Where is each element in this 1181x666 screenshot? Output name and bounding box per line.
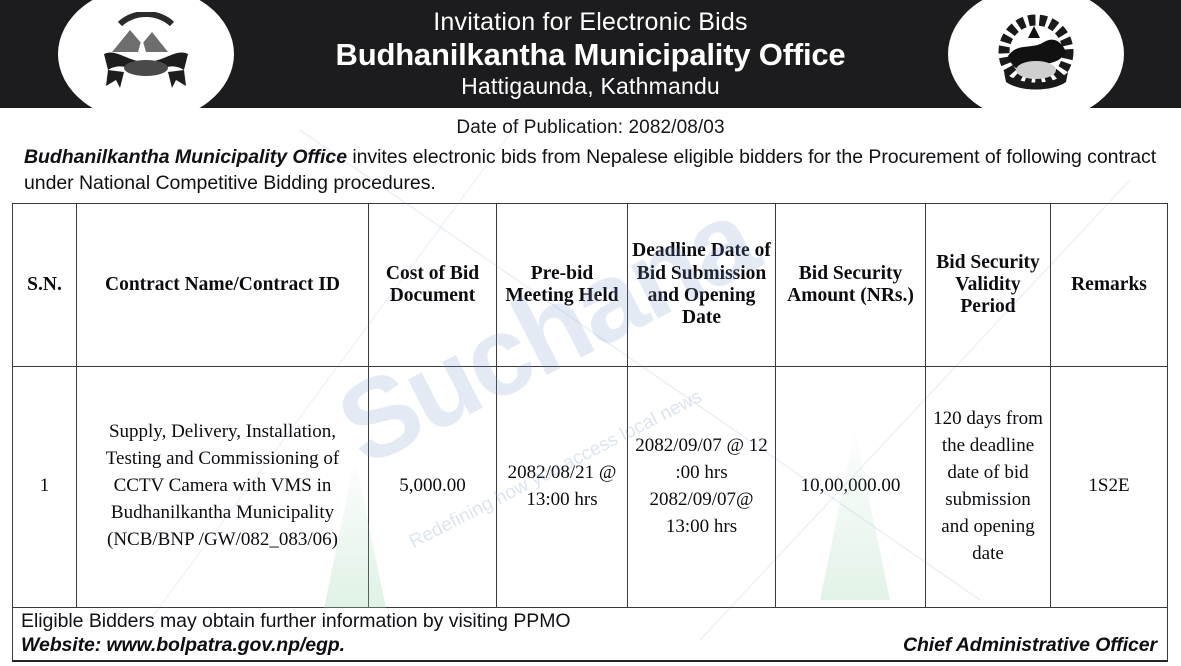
document-header-band: Invitation for Electronic Bids Budhanilk… [0,0,1181,108]
left-logo-container [58,0,234,108]
intro-office-name: Budhanilkantha Municipality Office [24,146,347,168]
cell-cost: 5,000.00 [368,365,497,608]
cell-bid-security-amount: 10,00,000.00 [775,365,926,608]
footer-box: Eligible Bidders may obtain further info… [12,607,1168,662]
intro-body-text: invites electronic bids from Nepalese el… [24,146,1157,194]
source-credit: Source: Madhyanha [0,662,1181,666]
footer-website-link[interactable]: Website: www.bolpatra.gov.np/egp. [21,633,345,656]
footer-info-line: Eligible Bidders may obtain further info… [21,609,571,632]
column-header-sn: S.N. [12,202,77,367]
nepal-government-emblem-icon [998,14,1074,90]
column-header-bid-security-validity: Bid Security Validity Period [925,202,1051,367]
cell-contract-name: Supply, Delivery, Installation, Testing … [76,365,369,608]
column-header-remarks: Remarks [1050,202,1168,367]
table-row: 1 Supply, Delivery, Installation, Testin… [12,365,1168,608]
column-header-bid-security-amount: Bid Security Amount (NRs.) [775,202,926,367]
bid-table-container: S.N. Contract Name/Contract ID Cost of B… [0,202,1181,608]
column-header-contract-name: Contract Name/Contract ID [76,202,369,367]
header-title-block: Invitation for Electronic Bids Budhanilk… [0,0,1181,108]
bid-details-table: S.N. Contract Name/Contract ID Cost of B… [12,202,1168,608]
column-header-deadline: Deadline Date of Bid Submission and Open… [627,202,776,367]
cell-deadline: 2082/09/07 @ 12 :00 hrs 2082/09/07@ 13:0… [627,365,776,608]
column-header-cost: Cost of Bid Document [368,202,497,367]
column-header-prebid: Pre-bid Meeting Held [496,202,628,367]
header-subtitle-top: Invitation for Electronic Bids [433,8,748,37]
budhanilkantha-municipality-emblem-icon [104,12,188,88]
cell-prebid: 2082/08/21 @ 13:00 hrs [496,365,628,608]
intro-paragraph: Budhanilkantha Municipality Office invit… [0,141,1181,203]
header-office-name: Budhanilkantha Municipality Office [335,37,846,73]
footer-signatory: Chief Administrative Officer [902,633,1157,656]
table-header-row: S.N. Contract Name/Contract ID Cost of B… [12,202,1168,367]
cell-sn: 1 [12,365,77,608]
footer-website-row: Website: www.bolpatra.gov.np/egp. Chief … [21,634,1157,657]
header-location: Hattigaunda, Kathmandu [461,72,720,99]
cell-remarks: 1S2E [1050,365,1168,608]
right-logo-container [948,0,1124,108]
cell-bid-security-validity: 120 days from the deadline date of bid s… [925,365,1051,608]
publication-date: Date of Publication: 2082/08/03 [456,117,725,138]
